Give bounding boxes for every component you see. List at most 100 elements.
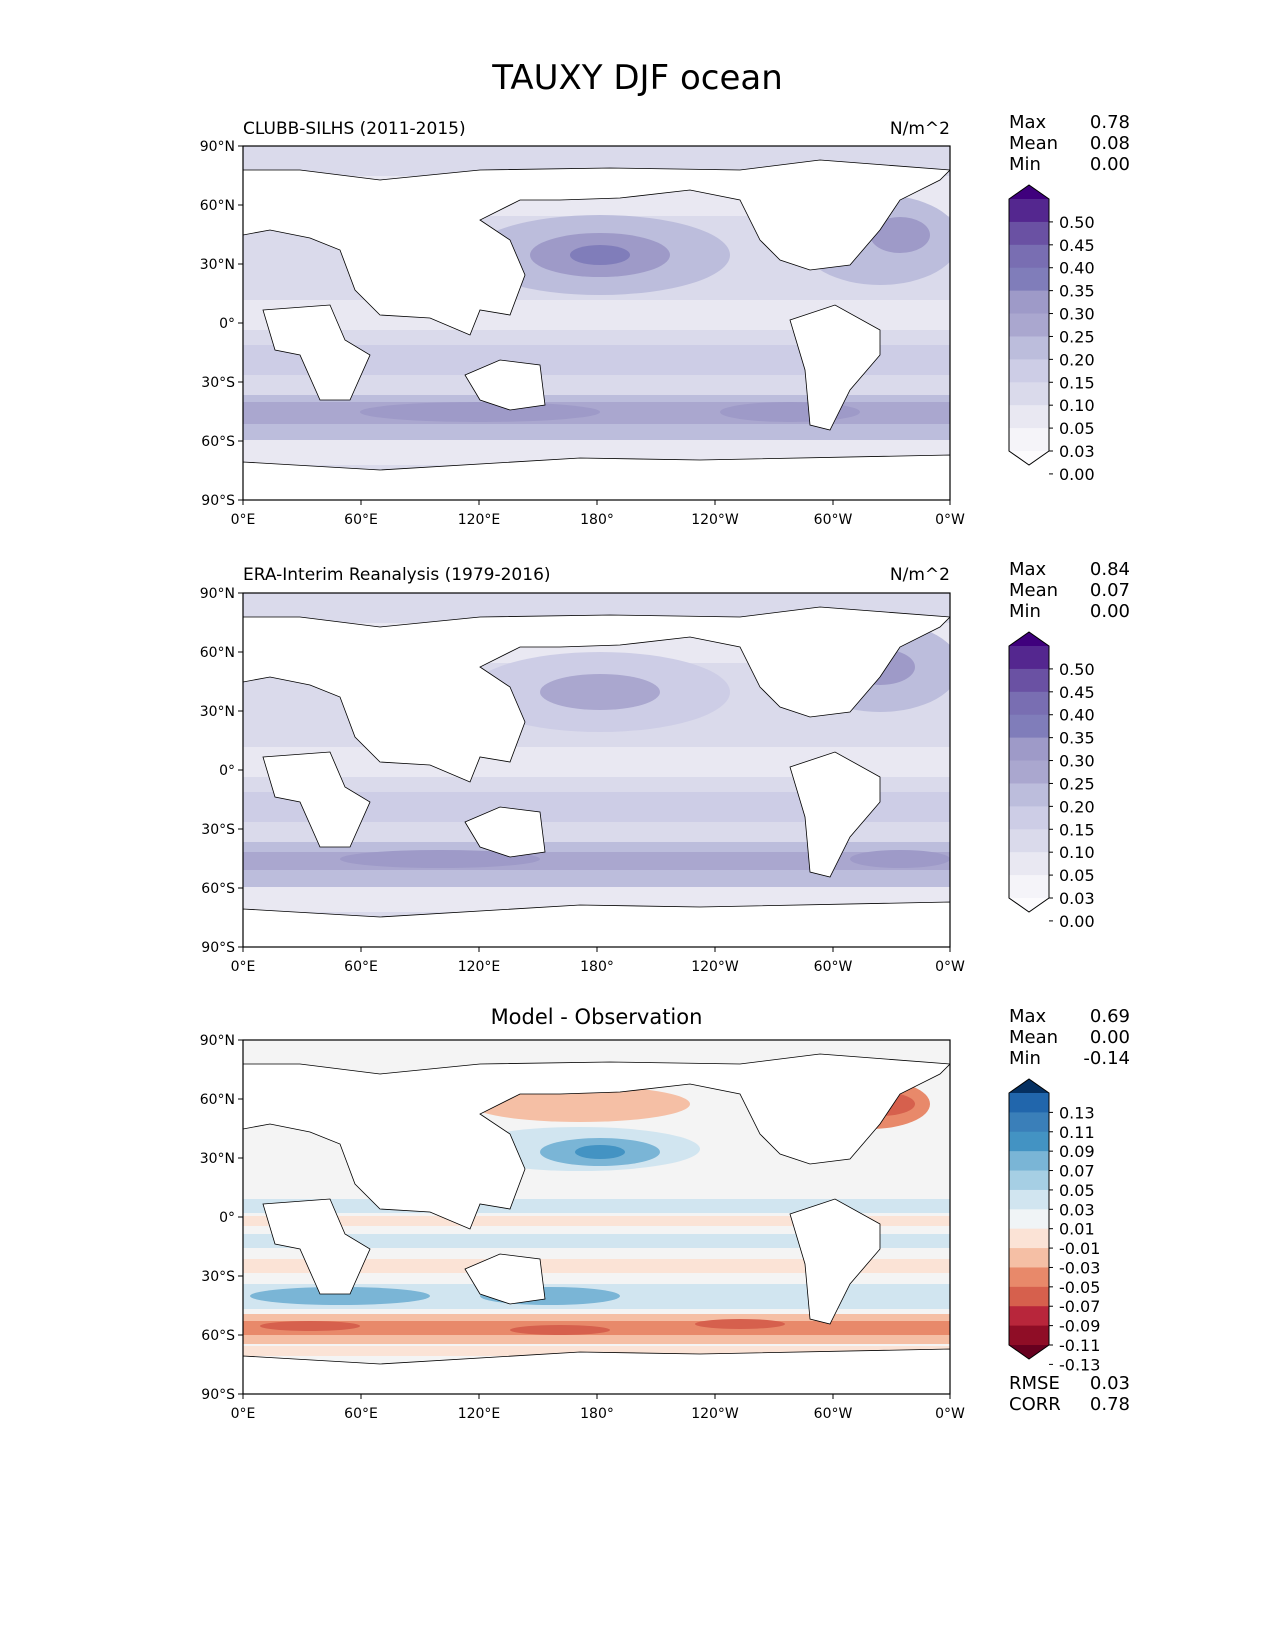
colorbar-tick-label: 0.05 <box>1059 1181 1095 1200</box>
lat-tick-label: 90°N <box>200 140 235 155</box>
panel-1-colorbar: 0.50 0.45 0.40 0.35 0.30 0.25 0.20 0.15 0.10 0.05… <box>1008 184 1095 480</box>
lat-tick-label: 30°S <box>201 375 235 391</box>
colorbar-tick-label: 0.20 <box>1059 350 1095 369</box>
colorbar-tick-label: 0.50 <box>1059 213 1095 232</box>
colorbar-tick-label: 0.45 <box>1059 683 1095 702</box>
colorbar-tick-label: 0.03 <box>1059 1200 1095 1219</box>
colorbar-swatch <box>1009 382 1049 406</box>
stat-max-label: Max <box>1009 1006 1047 1027</box>
colorbar-swatch <box>1009 290 1049 315</box>
colorbar-tick-label: 0.10 <box>1059 396 1095 415</box>
panel-3-stat-values: 0.69 0.00 -0.14 <box>1040 1006 1130 1069</box>
lat-tick-label: 30°N <box>200 1151 235 1167</box>
colorbar-swatch <box>1009 1248 1049 1268</box>
colorbar-tick-label: -0.05 <box>1059 1278 1100 1297</box>
panel-3-map: 90°N 60°N 30°N 0° 30°S 60°S 90°S 0°E 60°… <box>200 1034 965 1422</box>
panel-3-footer-values: 0.03 0.78 <box>1040 1373 1130 1415</box>
lat-tick-label: 60°N <box>200 198 235 214</box>
panel-1-units: N/m^2 <box>889 119 950 139</box>
colorbar-swatch <box>1009 1189 1049 1210</box>
stat-min-label: Min <box>1009 601 1041 622</box>
colorbar-tick-label: 0.15 <box>1059 820 1095 839</box>
panel-2-units: N/m^2 <box>889 565 950 585</box>
colorbar-swatch <box>1009 1325 1049 1346</box>
colorbar-extend-top <box>1009 1079 1049 1093</box>
lon-tick-label: 180° <box>580 959 614 975</box>
panel-1-map: 90°N 60°N 30°N 0° 30°S 60°S 90°S 0°E 60°… <box>200 140 965 528</box>
lon-tick-label: 120°W <box>691 512 739 528</box>
colorbar-swatch <box>1009 806 1049 830</box>
panel-1-title: CLUBB-SILHS (2011-2015) <box>243 119 466 139</box>
lat-tick-label: 60°N <box>200 645 235 661</box>
stat-max-value: 0.78 <box>1089 112 1130 133</box>
colorbar-tick-label: 0.25 <box>1059 327 1095 346</box>
lon-tick-label: 60°W <box>814 512 853 528</box>
colorbar-tick-label: 0.35 <box>1059 282 1095 301</box>
lon-tick-label: 120°W <box>691 1406 739 1422</box>
colorbar-swatch <box>1009 668 1049 693</box>
colorbar-swatch <box>1009 1170 1049 1191</box>
colorbar-swatch <box>1009 199 1049 223</box>
colorbar-tick-label: 0.11 <box>1059 1123 1095 1142</box>
colorbar-tick-label: 0.30 <box>1059 752 1095 771</box>
colorbar-swatch <box>1009 359 1049 383</box>
stat-min-label: Min <box>1009 1048 1041 1069</box>
panel-1-stats: Max Mean Min <box>1009 112 1058 175</box>
stat-min-value: 0.00 <box>1089 154 1130 175</box>
panel-3-footer-stats: RMSE CORR <box>1009 1373 1061 1415</box>
colorbar-tick-label: 0.40 <box>1059 259 1095 278</box>
lon-tick-label: 60°E <box>344 959 378 975</box>
stat-mean-value: 0.08 <box>1089 133 1130 154</box>
lat-tick-label: 0° <box>219 316 235 332</box>
colorbar-swatch <box>1009 646 1049 670</box>
lat-tick-label: 90°S <box>201 1387 235 1403</box>
colorbar-tick-label: -0.07 <box>1059 1297 1100 1316</box>
colorbar-swatch <box>1009 1286 1049 1307</box>
colorbar-tick-label: 0.50 <box>1059 660 1095 679</box>
colorbar-swatch <box>1009 829 1049 853</box>
lat-tick-label: 60°N <box>200 1092 235 1108</box>
panel-2-map: 90°N 60°N 30°N 0° 30°S 60°S 90°S 0°E 60°… <box>200 587 965 975</box>
colorbar-swatch <box>1009 875 1049 899</box>
panel-3-colorbar: 0.130.110.090.070.050.030.01-0.01-0.03-0… <box>1008 1078 1100 1374</box>
colorbar-tick-label: 0.00 <box>1059 912 1095 927</box>
colorbar-swatch <box>1009 737 1049 762</box>
colorbar-tick-label: 0.45 <box>1059 236 1095 255</box>
colorbar-swatch <box>1009 691 1049 716</box>
rmse-label: RMSE <box>1009 1373 1060 1394</box>
colorbar-swatch <box>1009 1228 1049 1249</box>
colorbar-tick-label: 0.00 <box>1059 465 1095 480</box>
stat-mean-value: 0.07 <box>1089 580 1130 601</box>
stat-mean-label: Mean <box>1009 580 1059 601</box>
lon-tick-label: 60°E <box>344 1406 378 1422</box>
colorbar-tick-label: 0.05 <box>1059 866 1095 885</box>
lon-tick-label: 0°W <box>935 512 965 528</box>
colorbar-extend-top <box>1009 632 1049 646</box>
colorbar-tick-label: 0.05 <box>1059 419 1095 438</box>
figure-title: TAUXY DJF ocean <box>492 58 783 98</box>
colorbar-swatch <box>1009 783 1049 807</box>
lat-tick-label: 60°S <box>201 1328 235 1344</box>
panel-1-stat-values: 0.78 0.08 0.00 <box>1040 112 1130 175</box>
panel-2-colorbar: 0.50 0.45 0.40 0.35 0.30 0.25 0.20 0.15 0.10 0.05… <box>1008 631 1095 927</box>
stat-min-label: Min <box>1009 154 1041 175</box>
lat-tick-label: 30°S <box>201 1269 235 1285</box>
colorbar-tick-label: 0.01 <box>1059 1220 1095 1239</box>
lat-tick-label: 0° <box>219 763 235 779</box>
panel-2-title: ERA-Interim Reanalysis (1979-2016) <box>243 565 551 585</box>
colorbar-tick-label: 0.35 <box>1059 729 1095 748</box>
panel-1-lon-ticks: 0°E 60°E 120°E 180° 120°W 60°W 0°W <box>231 500 965 528</box>
lat-tick-label: 90°S <box>201 940 235 956</box>
stat-mean-label: Mean <box>1009 133 1059 154</box>
colorbar-tick-label: 0.40 <box>1059 706 1095 725</box>
lat-tick-label: 90°N <box>200 587 235 602</box>
colorbar-tick-label: 0.03 <box>1059 889 1095 908</box>
panel-3-title: Model - Observation <box>490 1005 703 1029</box>
colorbar-tick-label: -0.03 <box>1059 1258 1100 1277</box>
colorbar-tick-label: 0.15 <box>1059 373 1095 392</box>
colorbar-swatch <box>1009 1131 1049 1152</box>
colorbar-tick-label: 0.20 <box>1059 797 1095 816</box>
panel-3-stats: Max Mean Min <box>1009 1006 1058 1069</box>
lat-tick-label: 0° <box>219 1210 235 1226</box>
colorbar-swatch <box>1009 1151 1049 1172</box>
